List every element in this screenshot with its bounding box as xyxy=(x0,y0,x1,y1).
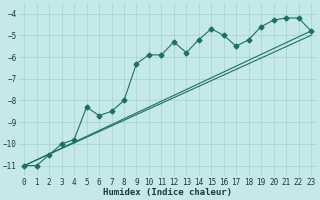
X-axis label: Humidex (Indice chaleur): Humidex (Indice chaleur) xyxy=(103,188,232,197)
